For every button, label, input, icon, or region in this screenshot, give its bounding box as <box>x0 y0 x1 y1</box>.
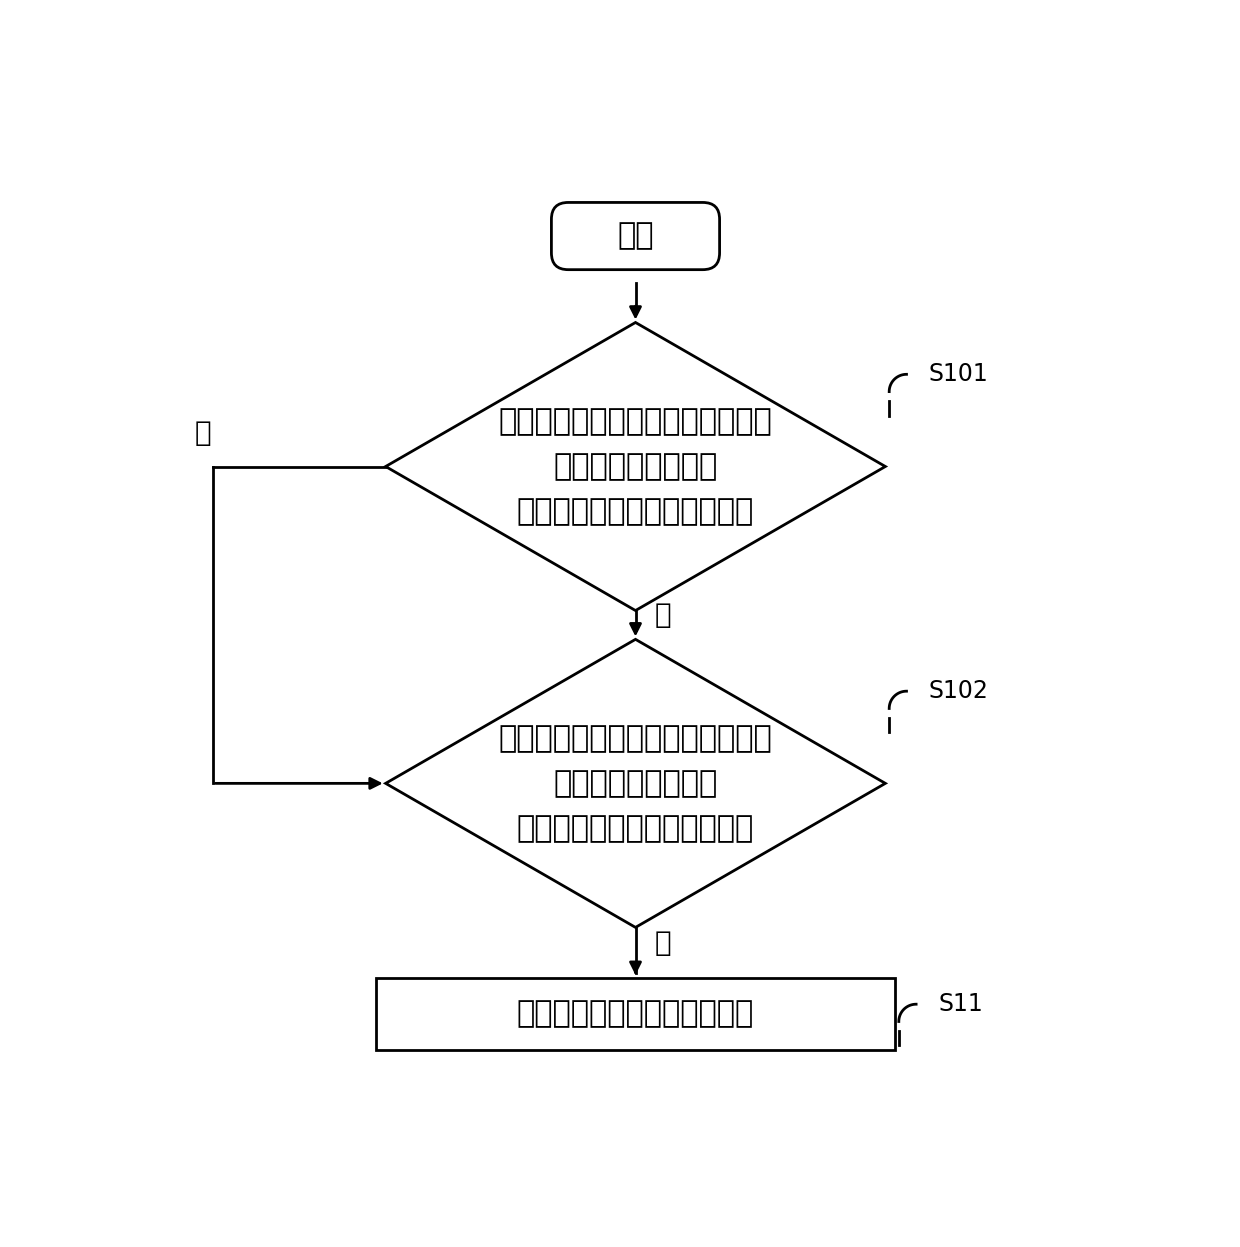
FancyBboxPatch shape <box>376 978 895 1050</box>
Text: S11: S11 <box>939 993 983 1016</box>
Text: 否: 否 <box>195 419 211 448</box>
FancyBboxPatch shape <box>552 202 719 269</box>
Text: 计算出励磁涌流的上升沿斜率: 计算出励磁涌流的上升沿斜率 <box>517 999 754 1029</box>
Text: S102: S102 <box>929 680 988 703</box>
Text: 判断电流互感器是否检测到电磁式
电压互感器中性点与
高压阻尼电阻之间的励磁涌流: 判断电流互感器是否检测到电磁式 电压互感器中性点与 高压阻尼电阻之间的励磁涌流 <box>498 723 773 843</box>
Text: S101: S101 <box>929 363 988 387</box>
Text: 判断电流互感器是否检测到电磁式
电压互感器中性点与
高压阻尼电阻之间的励磁涌流: 判断电流互感器是否检测到电磁式 电压互感器中性点与 高压阻尼电阻之间的励磁涌流 <box>498 407 773 526</box>
Polygon shape <box>386 323 885 611</box>
Polygon shape <box>386 640 885 928</box>
Text: 开始: 开始 <box>618 222 653 251</box>
Text: 是: 是 <box>655 601 671 630</box>
Text: 是: 是 <box>655 929 671 956</box>
